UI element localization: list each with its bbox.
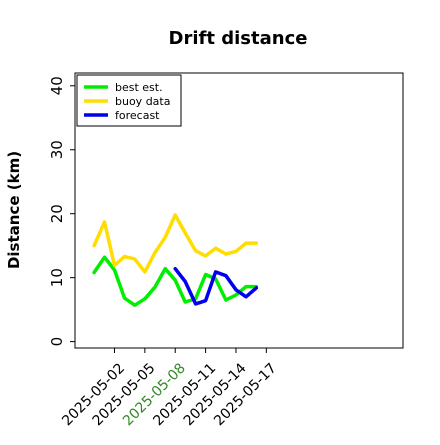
legend-label: best est. — [115, 81, 163, 94]
series-line-buoy-data — [92, 213, 259, 274]
y-tick-label: 30 — [48, 140, 66, 159]
series-line-forecast — [173, 266, 259, 306]
y-axis-label: Distance (km) — [5, 151, 23, 269]
legend-label: forecast — [115, 109, 160, 122]
chart-title: Drift distance — [169, 28, 308, 49]
y-tick-label: 40 — [48, 76, 66, 95]
y-tick-label: 20 — [48, 204, 66, 223]
series-line-best-est — [92, 255, 259, 307]
y-tick-label: 0 — [48, 337, 66, 347]
y-tick-label: 10 — [48, 268, 66, 287]
legend-label: buoy data — [115, 95, 170, 108]
